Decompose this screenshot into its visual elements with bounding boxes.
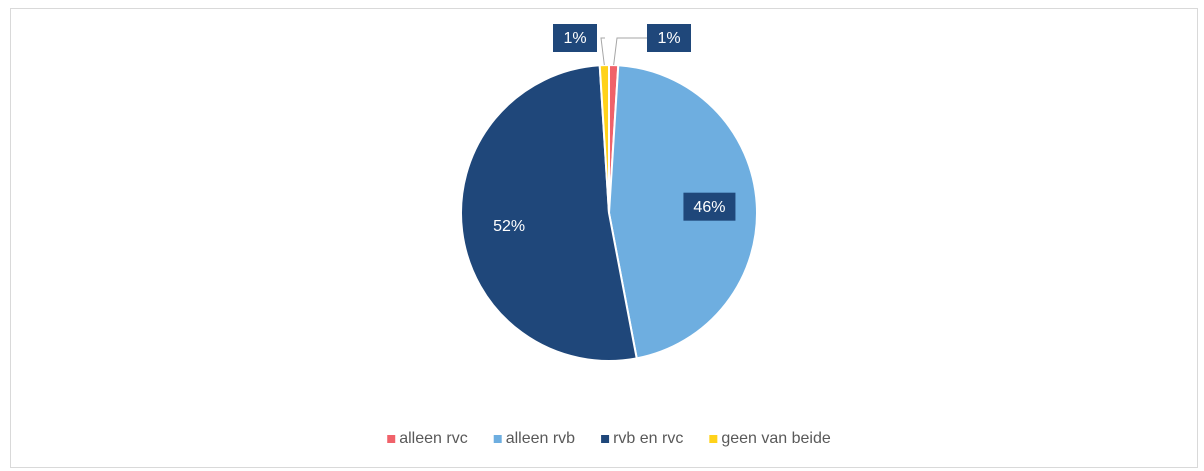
leader-line	[613, 37, 647, 66]
legend-swatch	[493, 435, 502, 443]
label-box	[683, 192, 736, 221]
data-label: 1%	[657, 30, 680, 47]
label-box	[647, 24, 691, 52]
legend-swatch	[387, 435, 396, 443]
data-label: 46%	[693, 199, 725, 216]
legend-label: rvb en rvc	[613, 430, 683, 447]
data-label: 52%	[493, 218, 525, 235]
pie-slice	[607, 64, 758, 360]
data-label: 1%	[563, 30, 586, 47]
legend-label: geen van beide	[721, 430, 831, 447]
label-box	[553, 24, 597, 52]
legend-swatch	[601, 435, 610, 443]
legend-label: alleen rvb	[506, 430, 575, 447]
pie-slice	[460, 64, 638, 362]
legend-label: alleen rvc	[399, 430, 467, 447]
leader-line	[600, 37, 605, 66]
legend-swatch	[709, 435, 718, 443]
